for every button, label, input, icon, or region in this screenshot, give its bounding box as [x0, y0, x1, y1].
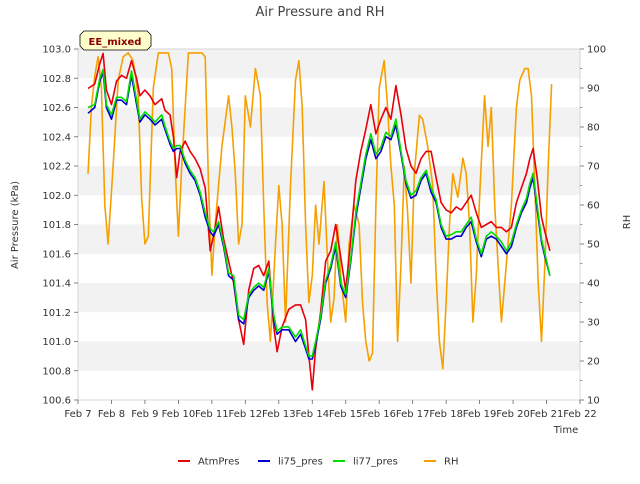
- x-axis-title: Time: [553, 425, 578, 436]
- y-axis-right: 10 20 30 40 50 60 70 80 90 100: [580, 45, 606, 407]
- legend-label-rh: RH: [444, 457, 458, 468]
- y-tick-label: 101.8: [42, 220, 71, 231]
- grid-band: [78, 136, 580, 166]
- y2-tick-label: 90: [587, 84, 600, 95]
- y-tick-label: 102.4: [42, 132, 71, 143]
- y-tick-label: 101.2: [42, 308, 71, 319]
- x-axis: Feb 7 Feb 8 Feb 9 Feb 10 Feb 11 Feb 12 Feb 13 F…: [64, 400, 597, 420]
- x-tick-label: Feb 13: [262, 409, 296, 420]
- y2-tick-label: 50: [587, 240, 600, 251]
- grid-band: [78, 107, 580, 137]
- grid-band: [78, 49, 580, 79]
- grid-band: [78, 341, 580, 371]
- grid-band: [78, 312, 580, 342]
- y2-tick-label: 70: [587, 162, 600, 173]
- series-line-rh: [87, 52, 553, 370]
- x-tick-label: Feb 11: [195, 409, 229, 420]
- y-tick-label: 102.0: [42, 191, 71, 202]
- legend-label-li75-pres: li75_pres: [278, 457, 323, 468]
- y-axis-left: 100.6 100.8 101.0 101.2 101.4 101.6 101.8 102.0…: [42, 45, 78, 407]
- grid-band: [78, 370, 580, 400]
- series-line-atmpres: [87, 52, 551, 391]
- x-tick-label: Feb 18: [429, 409, 463, 420]
- legend-label-li77-pres: li77_pres: [353, 457, 398, 468]
- site-badge-box: [79, 30, 152, 51]
- x-tick-label: Feb 14: [295, 409, 329, 420]
- x-tick-label: Feb 10: [162, 409, 196, 420]
- x-tick-label: Feb 22: [563, 409, 597, 420]
- site-badge-label: EE_mixed: [89, 37, 142, 48]
- legend: AtmPres li75_pres li77_pres RH: [178, 457, 458, 468]
- y-tick-label: 101.6: [42, 249, 71, 260]
- y-tick-label: 101.0: [42, 337, 71, 348]
- y-tick-label: 100.8: [42, 366, 71, 377]
- y-tick-label: 100.6: [42, 396, 71, 407]
- y-tick-label: 102.2: [42, 162, 71, 173]
- y-tick-label: 102.8: [42, 74, 71, 85]
- y2-tick-label: 30: [587, 318, 600, 329]
- y-tick-label: 102.6: [42, 103, 71, 114]
- y2-tick-label: 100: [587, 45, 606, 56]
- y2-tick-label: 80: [587, 123, 600, 134]
- series-layer: [87, 52, 553, 391]
- grid-band: [78, 195, 580, 225]
- y-tick-label: 103.0: [42, 45, 71, 56]
- x-tick-label: Feb 19: [463, 409, 497, 420]
- x-tick-label: Feb 12: [229, 409, 263, 420]
- x-tick-label: Feb 9: [131, 409, 158, 420]
- y2-tick-label: 60: [587, 201, 600, 212]
- x-tick-label: Feb 7: [64, 409, 91, 420]
- grid-band: [78, 166, 580, 196]
- y2-tick-label: 40: [587, 279, 600, 290]
- x-tick-label: Feb 16: [362, 409, 396, 420]
- x-tick-label: Feb 15: [329, 409, 363, 420]
- y2-tick-label: 20: [587, 357, 600, 368]
- y-tick-label: 101.4: [42, 279, 71, 290]
- y-axis-title: Air Pressure (kPa): [10, 181, 21, 269]
- chart-title: Air Pressure and RH: [255, 5, 384, 20]
- series-line-li77-pres: [87, 68, 551, 357]
- legend-label-atmpres: AtmPres: [198, 457, 239, 468]
- x-tick-label: Feb 8: [98, 409, 125, 420]
- site-badge: EE_mixed: [79, 30, 152, 51]
- grid-band: [78, 78, 580, 108]
- x-tick-label: Feb 21: [530, 409, 564, 420]
- x-tick-label: Feb 17: [396, 409, 430, 420]
- x-tick-label: Feb 20: [496, 409, 530, 420]
- y2-tick-label: 10: [587, 396, 600, 407]
- y2-axis-title: RH: [622, 215, 633, 229]
